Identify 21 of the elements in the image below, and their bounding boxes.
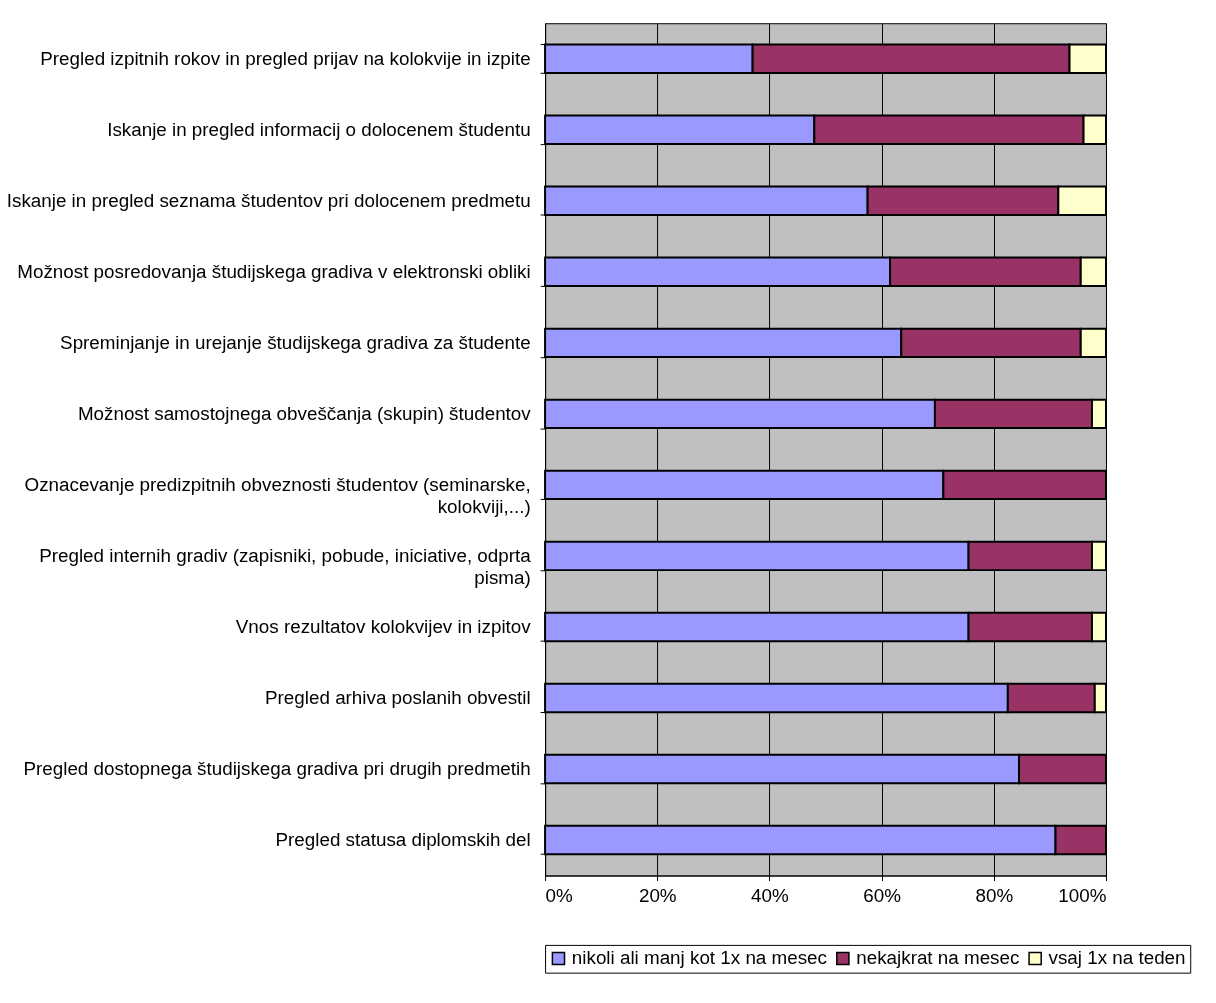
y-tick-label: Oznacevanje predizpitnih obveznosti študentov (seminarske, kolokviji,...) <box>24 474 531 518</box>
y-tick-label: Vnos rezultatov kolokvijev in izpitov <box>235 616 532 638</box>
x-tick-label: 20% <box>638 884 677 906</box>
y-tick-label: Možnost samostojnega obveščanja (skupin) študentov <box>77 403 532 425</box>
x-tick-label: 60% <box>863 884 902 906</box>
x-tick-label: 40% <box>751 884 790 906</box>
y-tick-label: Možnost posredovanja študijskega gradiva v elektronski obliki <box>17 261 531 283</box>
legend-label: nikoli ali manj kot 1x na mesec <box>571 947 827 969</box>
y-tick-label: Pregled internih gradiv (zapisniki, pobude, iniciative, odprta pisma) <box>39 545 532 589</box>
y-tick-label: Pregled izpitnih rokov in pregled prijav na kolokvije in izpite <box>40 48 531 70</box>
y-tick-label: Pregled arhiva poslanih obvestil <box>265 687 531 709</box>
y-tick-label: Pregled dostopnega študijskega gradiva pri drugih predmetih <box>23 758 531 780</box>
x-tick-label: 0% <box>545 884 574 906</box>
x-tick-label: 100% <box>1058 884 1107 906</box>
y-tick-label: Iskanje in pregled informacij o dolocenem študentu <box>107 119 531 141</box>
y-tick-label: Spreminjanje in urejanje študijskega gradiva za študente <box>60 332 531 354</box>
legend-label: nekajkrat na mesec <box>856 947 1020 969</box>
y-tick-label: Pregled statusa diplomskih del <box>275 829 531 851</box>
y-tick-label: Iskanje in pregled seznama študentov pri dolocenem predmetu <box>6 190 531 212</box>
legend-label: vsaj 1x na teden <box>1048 947 1186 969</box>
x-tick-label: 80% <box>975 884 1014 906</box>
